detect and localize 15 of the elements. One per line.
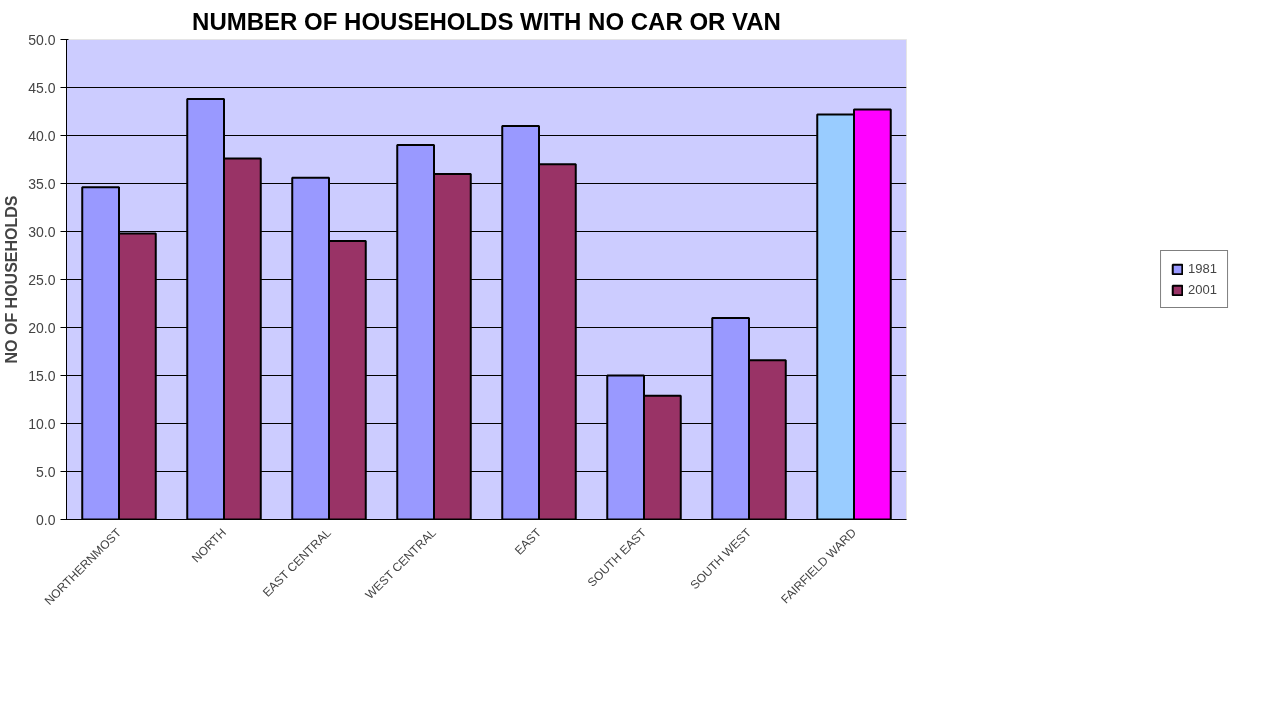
y-tick-label: 35.0 — [28, 175, 56, 192]
y-tick-label: 5.0 — [36, 463, 56, 480]
y-tick-label: 50.0 — [28, 31, 56, 48]
y-tick-label: 30.0 — [28, 223, 56, 240]
y-tick-label: 20.0 — [28, 319, 56, 336]
y-axis-title: NO OF HOUSEHOLDS — [3, 195, 21, 364]
y-tick-label: 40.0 — [28, 127, 56, 144]
legend-label: 1981 — [1188, 261, 1217, 276]
y-tick-label: 25.0 — [28, 271, 56, 288]
chart-title: NUMBER OF HOUSEHOLDS WITH NO CAR OR VAN — [192, 7, 781, 35]
y-tick-label: 0.0 — [36, 511, 56, 528]
y-tick-label: 45.0 — [28, 79, 56, 96]
y-tick-label: 10.0 — [28, 415, 56, 432]
y-tick-label: 15.0 — [28, 367, 56, 384]
legend-label: 2001 — [1188, 282, 1217, 297]
